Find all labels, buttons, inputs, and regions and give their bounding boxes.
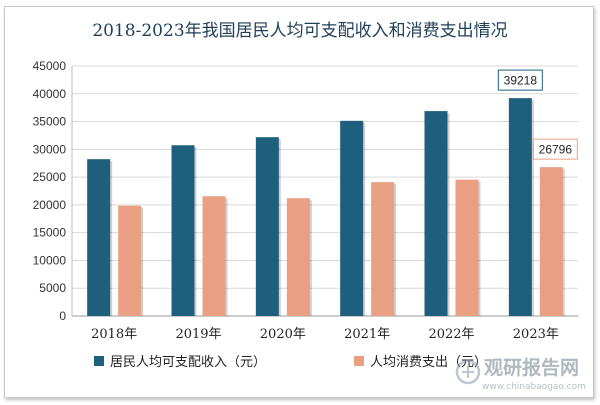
legend-label: 人均消费支出（元） [370,355,487,370]
watermark-logo-icon [455,359,481,385]
legend-swatch [94,356,104,366]
y-tick-label: 40000 [33,87,67,101]
watermark: 观研报告网 www.chinabaogao.com [455,356,586,392]
chart-title: 2018-2023年我国居民人均可支配收入和消费支出情况 [92,21,507,41]
y-tick-label: 45000 [33,59,67,73]
bar-consumption [286,198,310,316]
watermark-name: 观研报告网 [484,356,579,379]
bar-income [255,137,279,316]
data-labels: 39218 26796 [497,69,578,160]
data-label-box [497,69,543,91]
data-label: 26796 [539,143,573,157]
data-label: 39218 [504,74,538,88]
bar-income [87,159,111,316]
x-tick-label: 2019年 [175,327,221,342]
y-tick-label: 5000 [39,281,66,295]
x-tick-label: 2022年 [428,327,474,342]
bar-income [424,111,448,316]
bar-consumption [118,205,142,316]
y-tick-label: 20000 [33,198,67,212]
y-tick-label: 30000 [33,142,67,156]
bar-income [171,145,195,316]
bar-income [340,120,364,316]
legend-label: 居民人均可支配收入（元） [110,355,266,370]
watermark-url: www.chinabaogao.com [482,382,586,392]
y-axis-grid: 0 5000 10000 15000 20000 25000 30000 35000 40000… [33,59,578,323]
y-tick-label: 35000 [33,115,67,129]
bar-consumption [202,196,226,316]
bar-consumption [455,179,479,316]
legend-swatch [354,356,364,366]
x-tick-label: 2018年 [91,327,137,342]
x-tick-label: 2023年 [513,327,559,342]
bar-income [508,98,532,316]
y-tick-label: 0 [59,309,66,323]
legend: 居民人均可支配收入（元） 人均消费支出（元） [94,355,487,370]
y-tick-label: 25000 [33,170,67,184]
bar-consumption [371,182,395,316]
bar-series [87,98,565,316]
x-tick-label: 2020年 [260,327,306,342]
x-tick-label: 2021年 [344,327,390,342]
y-tick-label: 10000 [33,253,67,267]
watermark-logo-icon [462,366,474,378]
y-tick-label: 15000 [33,226,67,240]
bar-consumption [539,167,563,316]
x-axis-ticks: 2018年 2019年 2020年 2021年 2022年 2023年 [91,327,559,342]
data-label-box [532,138,578,160]
